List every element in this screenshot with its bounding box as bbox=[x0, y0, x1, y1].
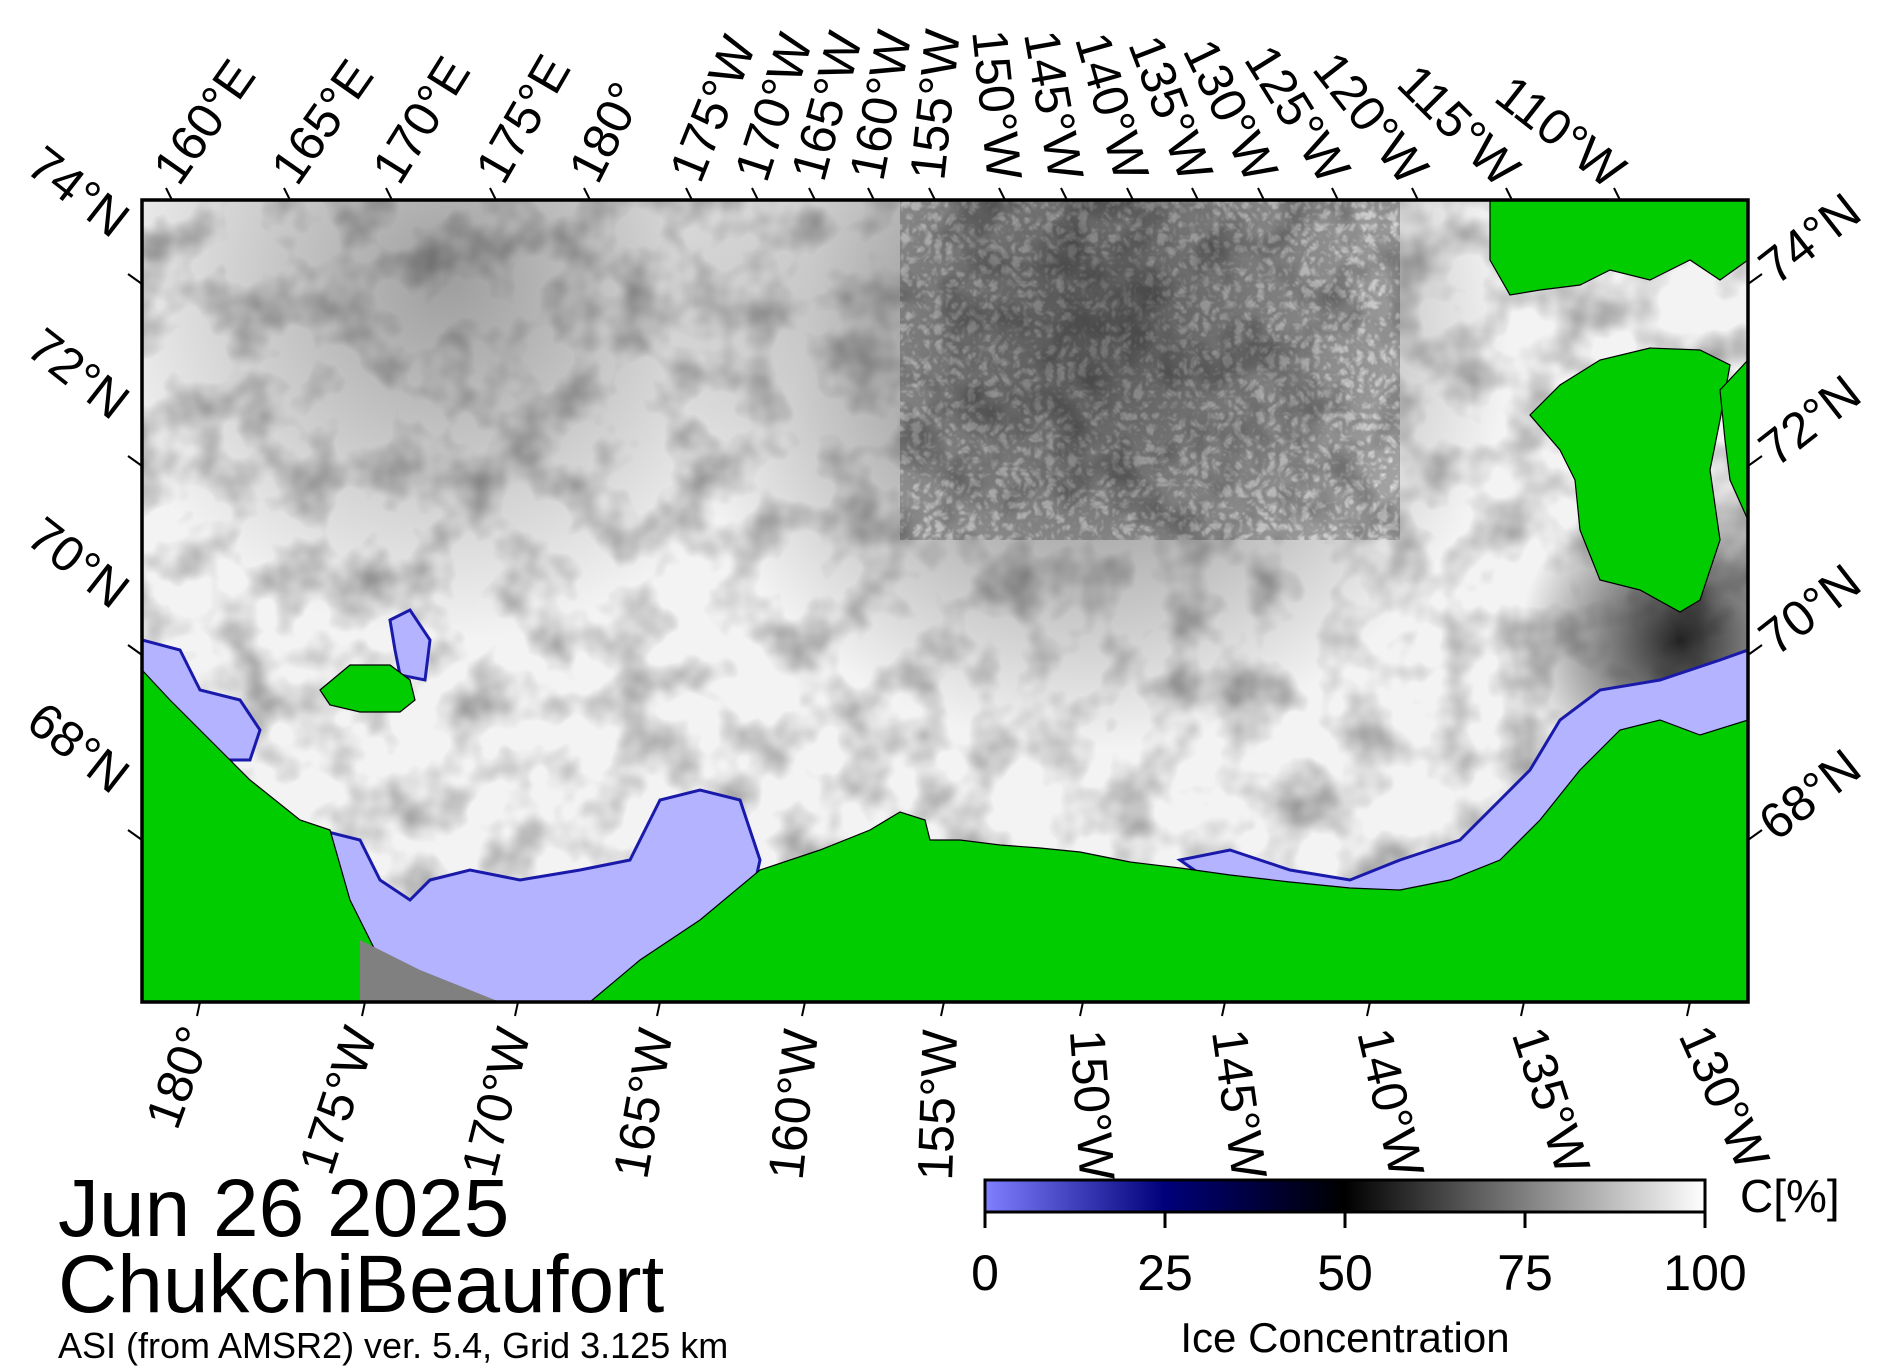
colorbar-tick-label: 25 bbox=[1137, 1245, 1193, 1301]
left-latitude-label: 74°N bbox=[17, 135, 140, 248]
bottom-longitude-label: 130°W bbox=[1668, 1017, 1781, 1178]
land-mass bbox=[319, 664, 416, 713]
open-water-areas bbox=[142, 608, 1748, 1002]
right-latitude-label: 68°N bbox=[1748, 738, 1871, 851]
land-mass bbox=[589, 719, 1748, 1002]
left-latitude-labels: 74°N 72°N 70°N 68°N bbox=[17, 135, 140, 804]
bottom-longitude-labels: 180° 175°W 170°W 165°W 160°W 155°W 150°W 145°W 1… bbox=[135, 1017, 1781, 1183]
top-tick bbox=[583, 187, 591, 201]
colorbar: 0 25 50 75 100 C[%] Ice Concentration bbox=[971, 1170, 1840, 1361]
bottom-longitude-label: 155°W bbox=[907, 1028, 968, 1181]
left-tick bbox=[127, 455, 143, 467]
top-tick bbox=[165, 187, 173, 201]
top-tick bbox=[928, 187, 936, 201]
top-longitude-label: 180° bbox=[558, 73, 655, 191]
top-longitude-label: 160°E bbox=[142, 50, 266, 194]
bottom-tick bbox=[1079, 1001, 1084, 1017]
bottom-longitude-label: 180° bbox=[135, 1019, 223, 1135]
bottom-tick bbox=[1686, 1001, 1691, 1017]
top-tick bbox=[1126, 187, 1134, 201]
date-title: Jun 26 2025 bbox=[58, 1163, 510, 1254]
colorbar-bar bbox=[983, 1178, 1707, 1214]
top-tick bbox=[751, 187, 759, 201]
right-tick bbox=[1747, 829, 1763, 841]
top-tick bbox=[1060, 187, 1068, 201]
top-tick bbox=[1331, 187, 1339, 201]
map-frame bbox=[140, 198, 1750, 1004]
bottom-tick bbox=[1366, 1001, 1371, 1017]
top-tick bbox=[489, 187, 497, 201]
top-tick bbox=[1411, 187, 1419, 201]
colorbar-ticks: 0 25 50 75 100 bbox=[971, 1212, 1747, 1301]
top-tick bbox=[385, 187, 393, 201]
right-latitude-label: 72°N bbox=[1748, 364, 1871, 477]
bottom-tick bbox=[1221, 1001, 1226, 1017]
open-water-patch bbox=[318, 788, 762, 1002]
top-tick bbox=[685, 187, 693, 201]
right-latitude-label: 74°N bbox=[1748, 182, 1871, 295]
land-mass bbox=[1529, 347, 1731, 613]
left-latitude-label: 72°N bbox=[17, 317, 140, 430]
top-tick bbox=[1191, 187, 1199, 201]
colorbar-tick-label: 100 bbox=[1663, 1245, 1746, 1301]
top-tick bbox=[998, 187, 1006, 201]
no-data-area bbox=[360, 940, 500, 1002]
colorbar-tick-label: 0 bbox=[971, 1245, 999, 1301]
bottom-longitude-label: 135°W bbox=[1501, 1020, 1601, 1181]
bottom-tick bbox=[801, 1001, 806, 1017]
bottom-longitude-label: 170°W bbox=[451, 1022, 542, 1182]
top-tick bbox=[1505, 187, 1513, 201]
land-areas bbox=[142, 200, 1748, 1002]
sea-ice-speckle bbox=[900, 200, 1400, 540]
bottom-tick bbox=[940, 1001, 945, 1017]
left-tick bbox=[127, 273, 143, 285]
map-area bbox=[142, 200, 1748, 1002]
top-longitude-label: 170°E bbox=[361, 47, 481, 193]
open-water-patch bbox=[388, 608, 432, 682]
bottom-tick bbox=[514, 1001, 519, 1017]
top-longitude-label: 175°E bbox=[464, 46, 581, 192]
left-latitude-label: 70°N bbox=[17, 506, 140, 619]
top-tick bbox=[1613, 187, 1621, 201]
land-mass bbox=[1719, 359, 1748, 521]
bottom-longitude-label: 150°W bbox=[1059, 1028, 1125, 1183]
bottom-tick bbox=[196, 1001, 201, 1017]
left-tick bbox=[127, 829, 143, 841]
colorbar-tick-label: 50 bbox=[1317, 1245, 1373, 1301]
bottom-longitude-label: 145°W bbox=[1201, 1026, 1278, 1184]
bottom-longitude-label: 165°W bbox=[603, 1024, 684, 1183]
bottom-longitude-label: 175°W bbox=[288, 1019, 388, 1180]
top-tick bbox=[808, 187, 816, 201]
bottom-tick bbox=[656, 1001, 661, 1017]
top-tick bbox=[867, 187, 875, 201]
right-tick bbox=[1747, 273, 1763, 285]
right-latitude-labels: 74°N 72°N 70°N 68°N bbox=[1748, 182, 1871, 851]
top-tick bbox=[283, 187, 291, 201]
land-mass bbox=[1489, 200, 1748, 296]
source-note: ASI (from AMSR2) ver. 5.4, Grid 3.125 km bbox=[58, 1325, 729, 1366]
land-mass bbox=[142, 669, 401, 1002]
bottom-tick bbox=[1520, 1001, 1525, 1017]
axis-ticks bbox=[127, 187, 1763, 1017]
region-title: ChukchiBeaufort bbox=[58, 1239, 665, 1330]
left-tick bbox=[127, 644, 143, 656]
colorbar-label: Ice Concentration bbox=[1180, 1314, 1509, 1361]
top-longitude-label: 165°E bbox=[260, 50, 384, 194]
top-tick bbox=[1257, 187, 1265, 201]
right-tick bbox=[1747, 455, 1763, 467]
right-tick bbox=[1747, 644, 1763, 656]
left-latitude-label: 68°N bbox=[17, 691, 140, 804]
colorbar-unit: C[%] bbox=[1740, 1170, 1840, 1222]
bottom-longitude-label: 140°W bbox=[1346, 1023, 1435, 1183]
bottom-longitude-label: 160°W bbox=[758, 1026, 830, 1182]
right-latitude-label: 70°N bbox=[1748, 553, 1871, 666]
colorbar-tick-label: 75 bbox=[1497, 1245, 1553, 1301]
bottom-tick bbox=[361, 1001, 366, 1017]
